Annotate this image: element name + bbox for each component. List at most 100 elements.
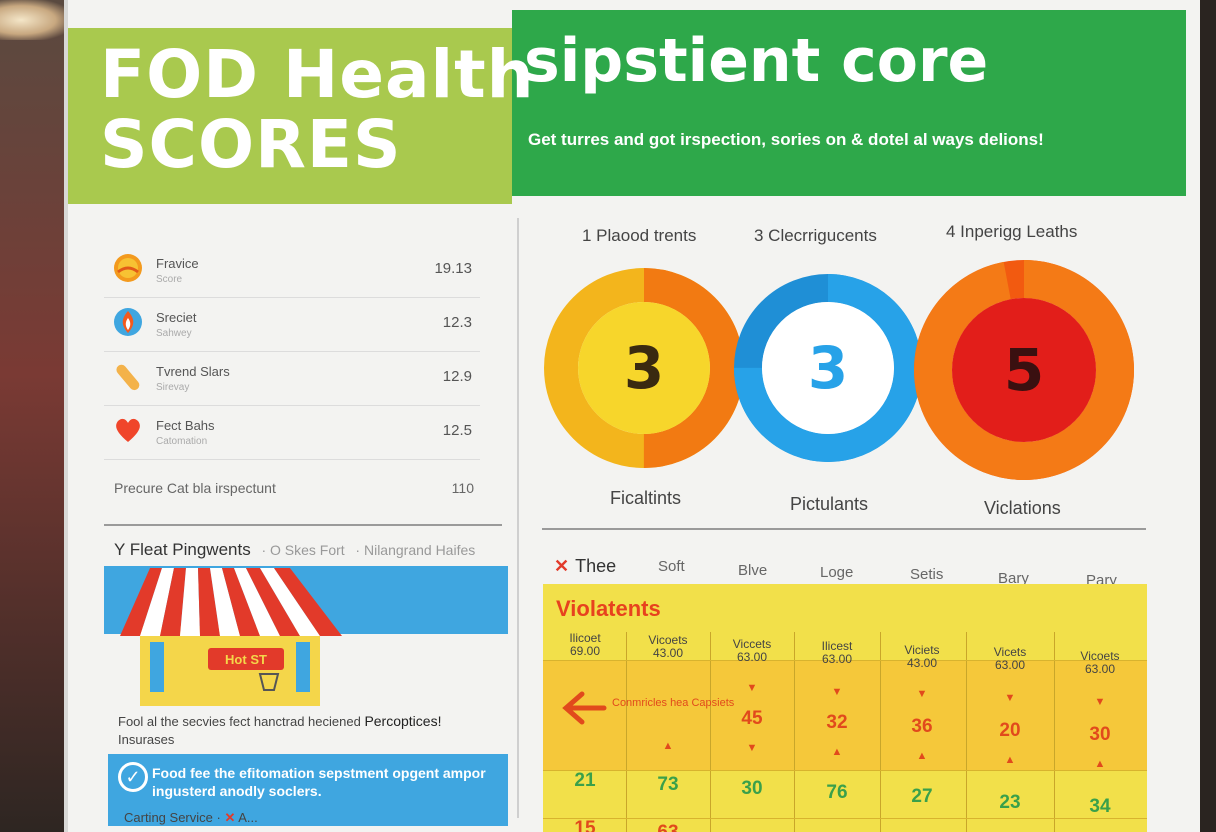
table-cell: 15: [574, 818, 596, 832]
column-divider: [1054, 632, 1055, 832]
tab-soft[interactable]: Soft: [658, 558, 685, 575]
header-left-panel: [68, 28, 512, 204]
triangle-down-icon: ▼: [916, 688, 928, 700]
list-item-summary[interactable]: Precure Cat bla irspectunt 110: [114, 480, 474, 496]
table-cell: 36: [911, 716, 933, 737]
column-header-value: 63.00: [1084, 662, 1116, 676]
category-label: Carting Service ·: [124, 810, 221, 825]
list-item-value: 12.5: [442, 422, 472, 439]
column-header-value: 63.00: [736, 650, 768, 664]
score-list: Fravice Score 19.13 Sreciet Sahwey 12.3 …: [104, 244, 480, 460]
column-header: Vicoets 63.00: [1060, 650, 1140, 676]
row-divider: [543, 660, 1147, 661]
column-header-value: 43.00: [906, 656, 938, 670]
tab-blve[interactable]: Blve: [738, 562, 768, 579]
triangle-down-icon: ▼: [746, 682, 758, 694]
list-item[interactable]: Sreciet Sahwey 12.3: [104, 298, 480, 352]
row-divider: [543, 818, 1147, 819]
bandage-icon: [116, 364, 140, 391]
triangle-down-icon: ▼: [1094, 696, 1106, 708]
column-divider: [966, 632, 967, 832]
tab-setis[interactable]: Setis: [910, 566, 944, 583]
section-description-2: Insurases: [118, 732, 175, 747]
list-item-name: Fravice: [156, 256, 199, 271]
column-header-name: Viccets: [732, 637, 772, 651]
table-cell: 20: [999, 720, 1021, 741]
table-band: [543, 660, 1147, 770]
list-item-sub: Sahwey: [156, 328, 192, 339]
table-cell: 76: [826, 782, 848, 803]
gauge-ring-fill: [914, 260, 1134, 480]
list-item[interactable]: Fect Bahs Catomation 12.5: [104, 406, 480, 460]
triangle-up-icon: ▲: [916, 750, 928, 762]
category-more: A...: [238, 810, 258, 825]
table-cell: 30: [1089, 724, 1111, 745]
list-item[interactable]: Fravice Score 19.13: [104, 244, 480, 298]
list-item-name: Tvrend Slars: [156, 364, 230, 379]
lamp-glow: [0, 0, 70, 40]
list-item-name: Sreciet: [156, 310, 197, 325]
list-item-sub: Score: [156, 274, 183, 285]
list-item-sub: Catomation: [156, 436, 208, 447]
column-header: Vicoets 43.00: [628, 634, 708, 660]
column-header-value: 63.00: [994, 658, 1026, 672]
page-title-line2: SCORES: [100, 106, 402, 183]
column-header-name: Ilicest: [821, 639, 853, 653]
table-cell: 32: [826, 712, 848, 733]
table-cell: 30: [741, 778, 763, 799]
column-header-value: 63.00: [821, 652, 853, 666]
section-title-muted-1: · O Skes Fort: [261, 542, 345, 558]
triangle-up-icon: ▲: [1094, 758, 1106, 770]
triangle-up-icon: ▲: [662, 740, 674, 752]
column-divider: [794, 632, 795, 832]
info-box: ✓ Food fee the efitomation sepstment opg…: [108, 754, 508, 826]
table-cell: 27: [911, 786, 933, 807]
column-header: Ilicest 63.00: [797, 640, 877, 666]
gauge-caption-1: Ficaltints: [610, 488, 682, 508]
section-title-text: Y Fleat Pingwents: [114, 540, 251, 559]
arrow-left-icon[interactable]: [560, 688, 610, 728]
section-description-strong: Percoptices!: [364, 713, 442, 729]
table-cell: 73: [657, 774, 679, 795]
category-row[interactable]: Carting Service · ✕ A...: [124, 810, 258, 826]
gauge-label-2: 3 Clecrrigucents: [754, 226, 877, 245]
column-header-name: Viciets: [904, 643, 940, 657]
flame-icon: [114, 308, 142, 336]
table-cell: 63: [628, 822, 708, 832]
column-header: Viciets 43.00: [882, 644, 962, 670]
column-header: Ilicoet 69.00: [545, 632, 625, 658]
gauge-value: 3: [808, 334, 848, 402]
column-header: Viccets 63.00: [712, 638, 792, 664]
column-header: Vicets 63.00: [970, 646, 1050, 672]
tab-loge[interactable]: Loge: [820, 564, 854, 581]
tab-label: Thee: [575, 556, 617, 576]
divider: [542, 528, 1146, 530]
page-title-line1: FOD Health: [100, 36, 535, 113]
column-header-value: 43.00: [652, 646, 684, 660]
tab-bary[interactable]: Bary: [998, 570, 1029, 587]
list-item-value: 12.3: [442, 314, 472, 331]
list-item[interactable]: Tvrend Slars Sirevay 12.9: [104, 352, 480, 406]
column-divider: [880, 632, 881, 832]
list-item-name: Fect Bahs: [156, 418, 215, 433]
section-description: Fool al the secvies fect hanctrad hecien…: [118, 712, 498, 749]
column-header-name: Vicets: [993, 645, 1027, 659]
gauge-center: [952, 298, 1096, 442]
column-header-value: 69.00: [569, 644, 601, 658]
tab-thee[interactable]: ✕ Thee: [554, 556, 616, 577]
table-title: Violatents: [556, 596, 661, 621]
gauge-caption-2: Pictulants: [790, 494, 869, 514]
section-description-1: Fool al the secvies fect hanctrad hecien…: [118, 714, 361, 729]
page-title: FOD Health SCORES: [100, 40, 535, 180]
triangle-down-icon: ▼: [746, 742, 758, 754]
gauge-caption-3: Viclations: [984, 498, 1061, 518]
check-circle-icon: ✓: [118, 762, 148, 792]
gauge-ring-fill: [734, 274, 922, 462]
table-cell: 23: [999, 792, 1021, 813]
close-icon: ✕: [554, 556, 570, 576]
gauge-center: [762, 302, 894, 434]
column-divider: [710, 632, 711, 832]
divider: [104, 524, 502, 526]
gauge-label-3: 4 Inperigg Leaths: [946, 222, 1078, 241]
storefront-illustration: Hot ST: [120, 568, 342, 706]
